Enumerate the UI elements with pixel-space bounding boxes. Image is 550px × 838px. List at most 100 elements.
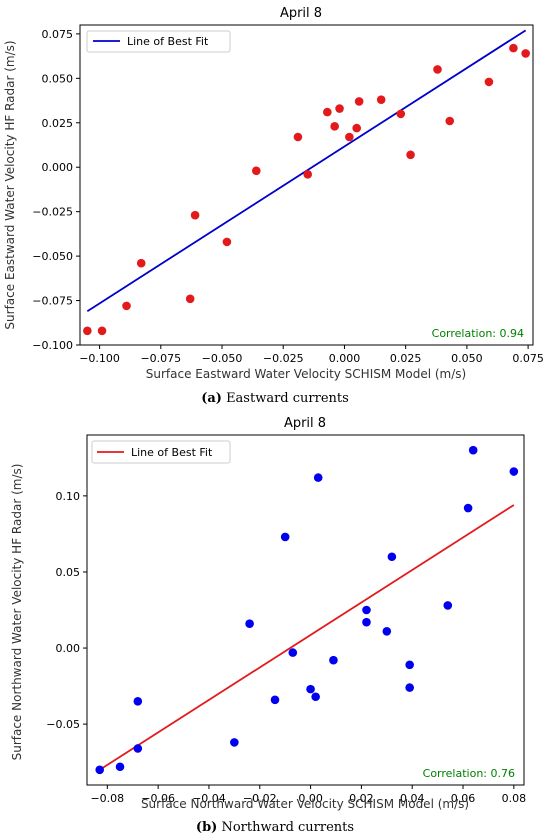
b-data-point	[463, 503, 473, 513]
b-data-point	[509, 467, 519, 476]
chart-a-correlation: Correlation: 0.94	[432, 327, 524, 340]
a-y-tick-label: 0.000	[42, 161, 74, 174]
b-y-tick-label: 0.00	[56, 642, 81, 655]
a-data-point	[509, 43, 518, 53]
caption-a-label: (a)	[201, 391, 222, 406]
a-data-point	[83, 326, 92, 336]
a-data-point	[323, 107, 332, 117]
caption-a-text: Eastward currents	[221, 391, 349, 406]
b-data-point	[230, 738, 239, 747]
chart-a-legend: Line of Best Fit	[86, 30, 231, 53]
b-data-point	[313, 473, 323, 482]
a-data-point	[222, 237, 232, 247]
a-y-tick-label: 0.025	[42, 117, 74, 130]
b-data-point	[405, 660, 414, 670]
b-data-point	[362, 605, 371, 615]
a-data-point	[97, 326, 107, 336]
a-y-tick-label: 0.075	[42, 28, 74, 41]
a-y-tick-label: −0.100	[32, 339, 73, 352]
caption-b: (b) Northward currents	[0, 820, 550, 835]
a-x-tick-label: −0.050	[202, 352, 243, 365]
a-data-point	[396, 109, 406, 119]
a-y-tick-label: −0.075	[32, 295, 73, 308]
b-data-point	[405, 683, 414, 692]
chart-a-plot-area	[79, 24, 534, 346]
b-y-tick-label: 0.05	[56, 566, 81, 579]
b-x-tick-label: −0.06	[141, 792, 175, 805]
b-data-point	[311, 692, 320, 702]
b-data-point	[245, 619, 254, 628]
a-data-point	[190, 210, 200, 220]
b-data-point	[306, 684, 315, 694]
a-y-tick-label: −0.050	[32, 250, 73, 263]
b-x-tick-label: −0.08	[90, 792, 124, 805]
b-data-point	[270, 695, 280, 705]
a-data-point	[345, 132, 354, 142]
chart-b-plot-area	[86, 434, 525, 786]
b-data-point	[468, 445, 478, 455]
a-data-point	[303, 170, 313, 179]
b-y-tick-label: −0.05	[46, 718, 80, 731]
chart-b-ylabel: Surface Northward Water Velocity HF Rada…	[10, 464, 24, 761]
eastward-scatter-chart: April 8 −0.100 −0.075 −0.050 −0.025 0.000 0.0…	[3, 6, 544, 381]
a-data-point	[484, 77, 494, 87]
b-x-tick-label: −0.04	[192, 792, 226, 805]
b-x-tick-label: 0.04	[400, 792, 425, 805]
chart-a-xlabel: Surface Eastward Water Velocity SCHISM M…	[146, 367, 466, 381]
b-data-point	[329, 655, 338, 665]
chart-b-legend: Line of Best Fit	[91, 440, 231, 464]
a-data-point	[406, 150, 415, 160]
b-data-point	[133, 744, 143, 753]
chart-a-legend-label: Line of Best Fit	[127, 35, 209, 48]
b-x-tick-label: 0.08	[502, 792, 527, 805]
b-data-point	[443, 601, 453, 610]
a-data-point	[354, 97, 364, 106]
a-x-tick-label: −0.025	[263, 352, 304, 365]
a-data-point	[136, 258, 146, 268]
a-y-tick-label: −0.025	[32, 206, 73, 219]
b-data-point	[115, 762, 125, 772]
b-data-point	[288, 648, 298, 657]
a-x-tick-label: −0.100	[79, 352, 120, 365]
a-data-point	[376, 95, 386, 104]
b-data-point	[95, 765, 105, 775]
a-x-tick-label: 0.075	[512, 352, 544, 365]
chart-b-legend-label: Line of Best Fit	[131, 446, 213, 459]
a-y-tick-label: 0.050	[42, 72, 74, 85]
caption-b-label: (b)	[195, 820, 218, 835]
a-x-tick-label: 0.050	[451, 352, 483, 365]
a-data-point	[433, 65, 442, 74]
a-data-point	[335, 104, 344, 113]
b-data-point	[280, 532, 290, 542]
b-data-point	[133, 697, 143, 706]
chart-a-title: April 8	[280, 6, 322, 21]
chart-b-xlabel: Surface Northward Water Velocity SCHISM …	[141, 797, 469, 811]
a-x-tick-label: 0.000	[329, 352, 361, 365]
b-x-tick-label: 0.06	[451, 792, 476, 805]
b-x-tick-label: −0.02	[243, 792, 277, 805]
caption-b-text: Northward currents	[217, 820, 355, 835]
b-data-point	[387, 552, 397, 562]
chart-a-ylabel: Surface Eastward Water Velocity HF Radar…	[3, 40, 17, 329]
b-y-tick-label: 0.10	[56, 490, 81, 503]
a-data-point	[185, 294, 195, 304]
a-data-point	[330, 122, 339, 131]
a-data-point	[122, 301, 131, 311]
b-data-point	[362, 617, 371, 627]
a-x-tick-label: 0.025	[390, 352, 422, 365]
b-x-tick-label: 0.02	[349, 792, 374, 805]
a-data-point	[445, 116, 455, 126]
a-data-point	[293, 132, 303, 142]
a-x-tick-label: −0.075	[140, 352, 181, 365]
b-data-point	[382, 627, 392, 636]
chart-b-correlation: Correlation: 0.76	[423, 767, 515, 780]
caption-a: (a) Eastward currents	[0, 391, 550, 406]
chart-b-fit-line	[99, 504, 515, 771]
a-data-point	[352, 123, 361, 133]
b-x-tick-label: 0.00	[298, 792, 323, 805]
chart-b-title: April 8	[284, 416, 326, 431]
a-data-point	[521, 49, 530, 58]
northward-scatter-chart: April 8 −0.08 −0.06 −0.04 −0.02 0.00 0.02 0.04…	[10, 416, 526, 811]
a-data-point	[252, 166, 261, 176]
